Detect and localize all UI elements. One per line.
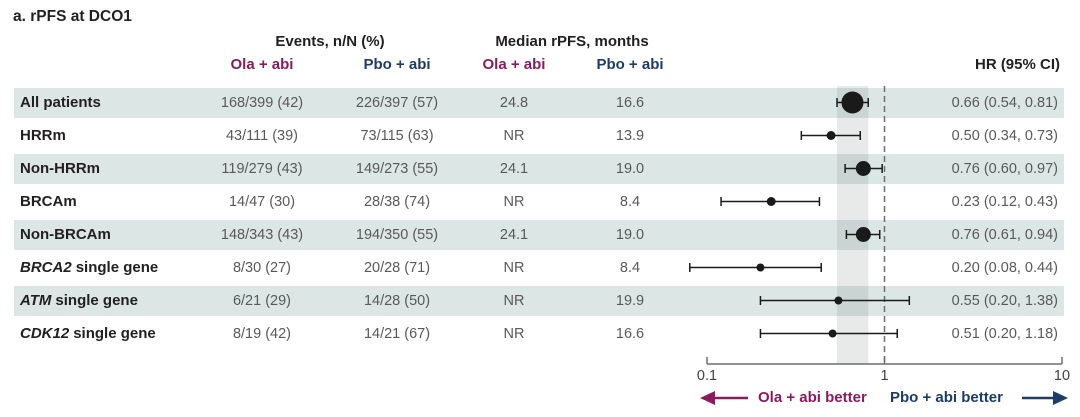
events-pbo-value: 73/115 (63)	[360, 127, 434, 144]
hr-ci-value: 0.66 (0.54, 0.81)	[951, 94, 1058, 111]
events-pbo-header: Pbo + abi	[363, 56, 431, 73]
hr-ci-value: 0.51 (0.20, 1.18)	[951, 325, 1058, 342]
subgroup-label: CDK12 single gene	[20, 325, 156, 342]
events-pbo-value: 194/350 (55)	[355, 226, 439, 243]
events-ola-value: 8/30 (27)	[232, 259, 292, 276]
hr-ci-value: 0.50 (0.34, 0.73)	[951, 127, 1058, 144]
median-pbo-value: 8.4	[619, 259, 641, 276]
table-row: HRRm 43/111 (39) 73/115 (63) NR 13.9 0.50 (0.…	[14, 119, 1064, 152]
left-arrow-icon	[700, 391, 715, 405]
subgroup-label: All patients	[20, 94, 101, 111]
table-row: All patients 168/399 (42) 226/397 (57) 24.8…	[14, 86, 1064, 119]
median-pbo-value: 19.0	[615, 160, 645, 177]
events-pbo-value: 14/28 (50)	[363, 292, 431, 309]
median-ola-value: 24.1	[499, 160, 529, 177]
median-ola-value: NR	[503, 259, 525, 276]
events-ola-value: 43/111 (39)	[225, 127, 298, 144]
median-ola-value: NR	[503, 193, 525, 210]
hr-ci-value: 0.76 (0.60, 0.97)	[951, 160, 1058, 177]
ola-better-label: Ola + abi better	[758, 389, 867, 406]
table-row: BRCAm 14/47 (30) 28/38 (74) NR 8.4 0.23 (0.12…	[14, 185, 1064, 218]
subgroup-label: BRCAm	[20, 193, 77, 210]
events-ola-value: 119/279 (43)	[221, 160, 303, 177]
events-ola-value: 14/47 (30)	[228, 193, 296, 210]
subgroup-label: BRCA2 single gene	[20, 259, 159, 276]
median-ola-value: NR	[503, 127, 525, 144]
events-ola-value: 8/19 (42)	[232, 325, 292, 342]
median-ola-header: Ola + abi	[482, 56, 546, 73]
events-ola-value: 168/399 (42)	[220, 94, 304, 111]
table-row: Non-BRCAm 148/343 (43) 194/350 (55) 24.1 19.…	[14, 218, 1064, 251]
median-pbo-value: 19.0	[615, 226, 645, 243]
subgroup-label: ATM single gene	[20, 292, 138, 309]
events-pbo-value: 149/273 (55)	[355, 160, 439, 177]
events-pbo-value: 226/397 (57)	[355, 94, 439, 111]
right-arrow-icon	[1053, 391, 1068, 405]
subgroup-label: HRRm	[20, 127, 66, 144]
median-pbo-value: 19.9	[615, 292, 645, 309]
subgroup-label: Non-HRRm	[20, 160, 100, 177]
median-pbo-value: 16.6	[615, 325, 645, 342]
subgroup-label: Non-BRCAm	[20, 226, 111, 243]
median-ola-value: 24.1	[499, 226, 529, 243]
x-tick-label: 10	[1053, 368, 1071, 384]
hr-column-header: HR (95% CI)	[974, 56, 1060, 73]
x-tick-label: 1	[880, 368, 889, 384]
median-ola-value: 24.8	[499, 94, 529, 111]
median-pbo-value: 13.9	[615, 127, 645, 144]
events-ola-value: 6/21 (29)	[232, 292, 292, 309]
median-pbo-value: 8.4	[619, 193, 641, 210]
events-group-header: Events, n/N (%)	[275, 33, 385, 50]
events-pbo-value: 20/28 (71)	[363, 259, 431, 276]
table-row: CDK12 single gene 8/19 (42) 14/21 (67) NR 16.…	[14, 317, 1064, 350]
figure-title: a. rPFS at DCO1	[13, 8, 132, 25]
pbo-better-label: Pbo + abi better	[890, 389, 1003, 406]
hr-ci-value: 0.55 (0.20, 1.38)	[951, 292, 1058, 309]
table-row: ATM single gene 6/21 (29) 14/28 (50) NR 19.9 0…	[14, 284, 1064, 317]
events-pbo-value: 14/21 (67)	[363, 325, 431, 342]
median-ola-value: NR	[503, 325, 525, 342]
events-pbo-value: 28/38 (74)	[363, 193, 431, 210]
hr-ci-value: 0.76 (0.61, 0.94)	[951, 226, 1058, 243]
hr-ci-value: 0.20 (0.08, 0.44)	[951, 259, 1058, 276]
median-pbo-header: Pbo + abi	[596, 56, 664, 73]
x-tick-label: 0.1	[696, 368, 718, 384]
events-ola-value: 148/343 (43)	[220, 226, 304, 243]
table-row: BRCA2 single gene 8/30 (27) 20/28 (71) NR 8.4…	[14, 251, 1064, 284]
table-row: Non-HRRm 119/279 (43) 149/273 (55) 24.1 19.0…	[14, 152, 1064, 185]
hr-ci-value: 0.23 (0.12, 0.43)	[951, 193, 1058, 210]
median-ola-value: NR	[503, 292, 525, 309]
median-pbo-value: 16.6	[615, 94, 645, 111]
events-ola-header: Ola + abi	[230, 56, 294, 73]
median-group-header: Median rPFS, months	[495, 33, 649, 50]
